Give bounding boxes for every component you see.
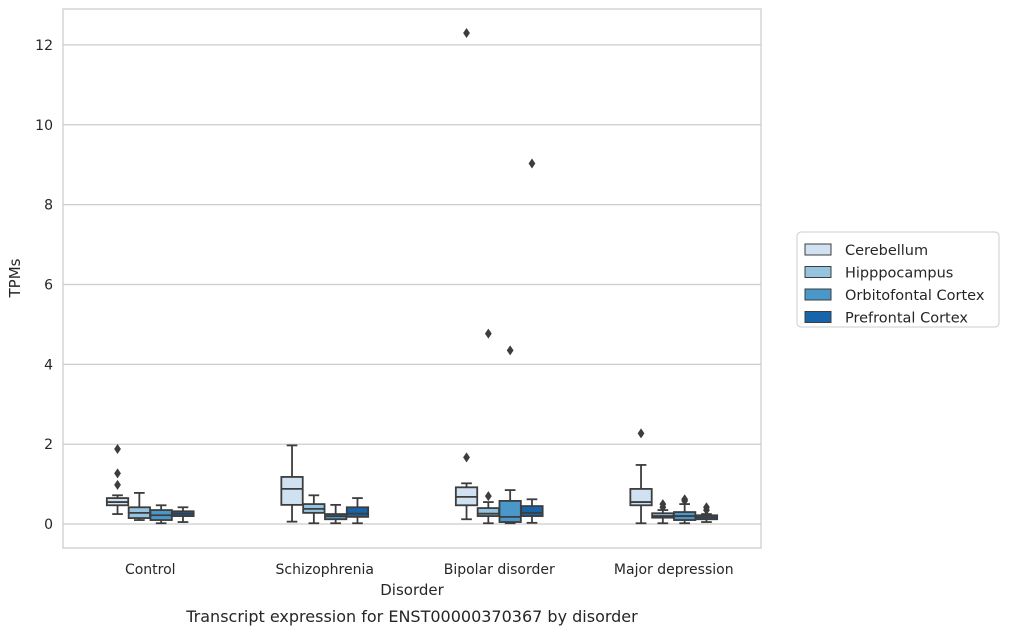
legend-swatch (804, 288, 832, 301)
x-tick-label: Schizophrenia (276, 562, 374, 578)
box-1-2 (324, 503, 348, 525)
box-0-2 (149, 504, 173, 525)
box-0-3 (171, 506, 195, 523)
outlier-point (506, 345, 514, 356)
box-3-0 (629, 428, 653, 525)
outlier-point (484, 328, 492, 339)
y-tick-label: 2 (44, 437, 53, 453)
outlier-point (659, 502, 667, 513)
outlier-point (463, 27, 470, 38)
box-3-2 (673, 494, 697, 525)
box-1-3 (345, 497, 370, 525)
box-2-1 (476, 328, 500, 525)
box-3-1 (651, 499, 675, 525)
outlier-point (703, 505, 710, 516)
box-1-0 (280, 444, 304, 523)
y-tick-label: 4 (44, 357, 53, 373)
legend-label: Cerebellum (845, 243, 928, 259)
legend-swatch (804, 266, 832, 278)
box-body (498, 499, 522, 523)
outlier-point (463, 452, 470, 463)
box-body (345, 506, 370, 518)
y-axis-label: TPMs (6, 258, 24, 298)
y-tick-label: 12 (35, 38, 53, 54)
x-tick-label: Bipolar disorder (444, 562, 555, 578)
box-3-3 (694, 502, 719, 523)
outlier-point (484, 491, 492, 502)
box-0-0 (105, 443, 130, 515)
box-2-2 (498, 345, 522, 525)
outlier-point (114, 479, 121, 490)
outlier-point (114, 443, 121, 454)
box-body (520, 505, 544, 517)
legend: Cerebellum Hipppocampus Orbitofontal Corte… (796, 231, 1000, 328)
outlier-point (681, 495, 689, 506)
outlier-point (114, 468, 121, 479)
box-2-0 (454, 27, 479, 521)
box-0-1 (127, 492, 151, 521)
outlier-point (528, 158, 536, 169)
legend-label: Prefrontal Cortex (845, 311, 968, 327)
x-tick-label: Control (125, 562, 176, 578)
outlier-point (637, 428, 645, 439)
box-body (476, 507, 500, 517)
plot-marks (105, 27, 719, 525)
y-tick-label: 8 (44, 198, 53, 214)
legend-label: Hipppocampus (845, 266, 953, 282)
legend-label: Orbitofontal Cortex (845, 288, 985, 304)
box-body (280, 476, 304, 506)
figure-caption: Transcript expression for ENST0000037036… (185, 607, 638, 626)
plot-area-frame (62, 8, 762, 549)
y-tick-label: 10 (35, 118, 53, 134)
box-1-1 (302, 494, 326, 525)
legend-frame (796, 231, 1000, 328)
x-tick-label: Major depression (614, 562, 734, 578)
axes: 0 2 4 6 8 10 12 Control Schizophrenia Bipolar dis… (35, 38, 733, 578)
y-tick-label: 6 (44, 277, 53, 293)
y-tick-label: 0 (44, 517, 53, 533)
grid-lines (63, 44, 761, 525)
box-2-3 (520, 158, 544, 524)
x-axis-label: Disorder (380, 581, 444, 599)
legend-swatch (804, 243, 832, 256)
legend-swatch (804, 311, 832, 323)
